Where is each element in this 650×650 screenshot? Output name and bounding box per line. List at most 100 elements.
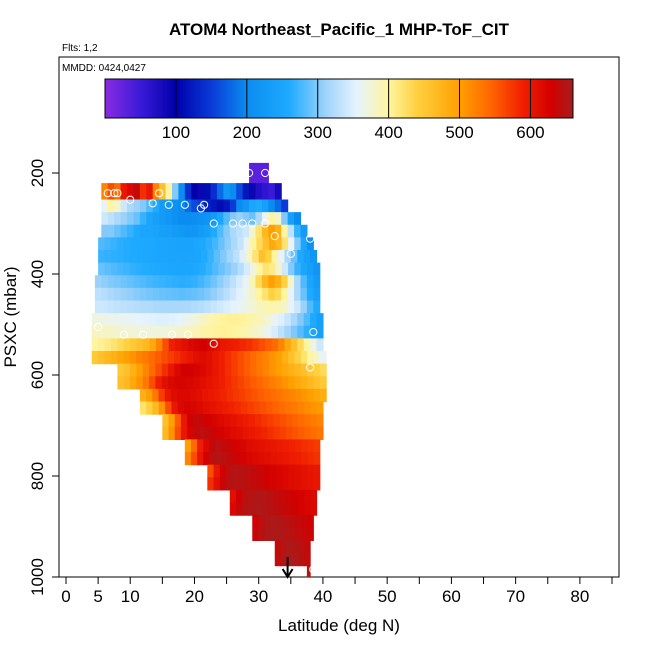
heatmap-cell bbox=[205, 414, 213, 428]
heatmap-cell bbox=[216, 275, 224, 289]
heatmap-cell bbox=[229, 300, 237, 314]
heatmap-cell bbox=[117, 237, 125, 251]
heatmap-cell bbox=[193, 426, 201, 440]
heatmap-cell bbox=[127, 224, 135, 238]
heatmap-cell bbox=[152, 199, 160, 213]
heatmap-cell bbox=[270, 439, 278, 453]
heatmap-cell bbox=[244, 464, 252, 478]
heatmap-cell bbox=[300, 275, 308, 289]
heatmap-cell bbox=[107, 212, 115, 226]
heatmap-cell bbox=[287, 237, 295, 251]
heatmap-cell bbox=[231, 376, 239, 390]
heatmap-cell bbox=[300, 287, 308, 302]
heatmap-cell bbox=[164, 388, 172, 403]
heatmap-cell bbox=[175, 325, 183, 339]
heatmap-cell bbox=[213, 325, 221, 339]
heatmap-cell bbox=[130, 313, 138, 327]
heatmap-cell bbox=[104, 338, 112, 352]
heatmap-cell bbox=[286, 553, 294, 567]
heatmap-cell bbox=[276, 388, 284, 403]
heatmap-cell bbox=[291, 401, 299, 415]
heatmap-cell bbox=[210, 224, 218, 238]
heatmap-cell bbox=[248, 414, 256, 428]
heatmap-cell bbox=[224, 426, 231, 440]
heatmap-cell bbox=[184, 183, 192, 201]
heatmap-cell bbox=[252, 515, 259, 529]
heatmap-cell bbox=[268, 199, 276, 213]
heatmap-cell bbox=[228, 401, 236, 415]
heatmap-cell bbox=[193, 262, 201, 276]
heatmap-cell bbox=[98, 351, 105, 365]
heatmap-cell bbox=[171, 287, 180, 302]
heatmap-cell bbox=[268, 300, 276, 314]
heatmap-cell bbox=[268, 212, 276, 226]
heatmap-cell bbox=[240, 401, 248, 415]
heatmap-cell bbox=[242, 489, 249, 504]
heatmap-cell bbox=[258, 338, 266, 352]
heatmap-cell bbox=[280, 553, 288, 567]
x-axis: 0 10 20 30 40 50 60 70 80 5 bbox=[61, 577, 613, 606]
x-minor-tick-label: 5 bbox=[93, 587, 102, 606]
heatmap-cell bbox=[229, 489, 237, 504]
heatmap-cell bbox=[184, 300, 192, 314]
heatmap-cell bbox=[262, 363, 270, 377]
heatmap-cell bbox=[146, 300, 154, 314]
heatmap-cell bbox=[284, 325, 292, 339]
heatmap-cell bbox=[149, 376, 156, 390]
heatmap-cell bbox=[237, 376, 245, 390]
heatmap-cell bbox=[162, 414, 170, 428]
heatmap-cell bbox=[257, 477, 265, 491]
heatmap-cell bbox=[209, 401, 217, 415]
heatmap-cell bbox=[279, 489, 287, 504]
heatmap-cell bbox=[205, 262, 213, 276]
y-tick-label: 800 bbox=[28, 462, 47, 490]
heatmap-cell bbox=[276, 464, 283, 478]
heatmap-cell bbox=[188, 338, 196, 352]
heatmap-cell bbox=[290, 325, 298, 339]
heatmap-cell bbox=[184, 401, 191, 415]
heatmap-cell bbox=[263, 477, 271, 491]
heatmap-cell bbox=[139, 300, 147, 314]
heatmap-cell bbox=[255, 212, 263, 226]
heatmap-cell bbox=[120, 183, 128, 201]
heatmap-cell bbox=[236, 224, 244, 238]
heatmap-cell bbox=[212, 262, 220, 276]
heatmap-cell bbox=[120, 275, 128, 289]
heatmap-cell bbox=[245, 313, 253, 327]
heatmap-cell bbox=[158, 401, 166, 415]
heatmap-cell bbox=[275, 376, 283, 390]
heatmap-cell bbox=[133, 199, 141, 213]
heatmap-cell bbox=[237, 237, 245, 251]
heatmap-cell bbox=[270, 527, 278, 541]
heatmap-cell bbox=[165, 224, 173, 238]
sample-marker bbox=[126, 195, 135, 204]
heatmap-cell bbox=[210, 287, 218, 302]
heatmap-cell bbox=[255, 275, 263, 289]
heatmap-cell bbox=[273, 426, 281, 440]
heatmap-cell bbox=[255, 199, 263, 213]
heatmap-cell bbox=[237, 363, 245, 377]
colorbar: 100 200 300 400 500 600 bbox=[104, 78, 574, 142]
heatmap-cell bbox=[174, 351, 182, 365]
heatmap-cell bbox=[181, 250, 189, 264]
heatmap-cell bbox=[247, 401, 255, 415]
sample-marker bbox=[180, 200, 189, 209]
heatmap-cell bbox=[307, 363, 315, 377]
heatmap-cell bbox=[227, 452, 235, 466]
heatmap-cell bbox=[193, 376, 201, 390]
heatmap-cell bbox=[168, 376, 175, 390]
heatmap-cell bbox=[187, 414, 194, 428]
heatmap-cell bbox=[303, 250, 311, 264]
heatmap-cell bbox=[287, 212, 295, 226]
heatmap-cell bbox=[303, 338, 311, 352]
heatmap-cell bbox=[301, 515, 308, 529]
heatmap-cell bbox=[291, 489, 299, 504]
heatmap-cell bbox=[190, 439, 198, 453]
heatmap-cell bbox=[306, 565, 311, 577]
heatmap-cell bbox=[213, 250, 221, 264]
colorbar-tick-label: 400 bbox=[374, 123, 402, 142]
heatmap-cell bbox=[238, 464, 246, 478]
heatmap-cell bbox=[281, 237, 289, 251]
x-tick-label: 70 bbox=[506, 587, 525, 606]
sample-marker bbox=[270, 232, 279, 241]
